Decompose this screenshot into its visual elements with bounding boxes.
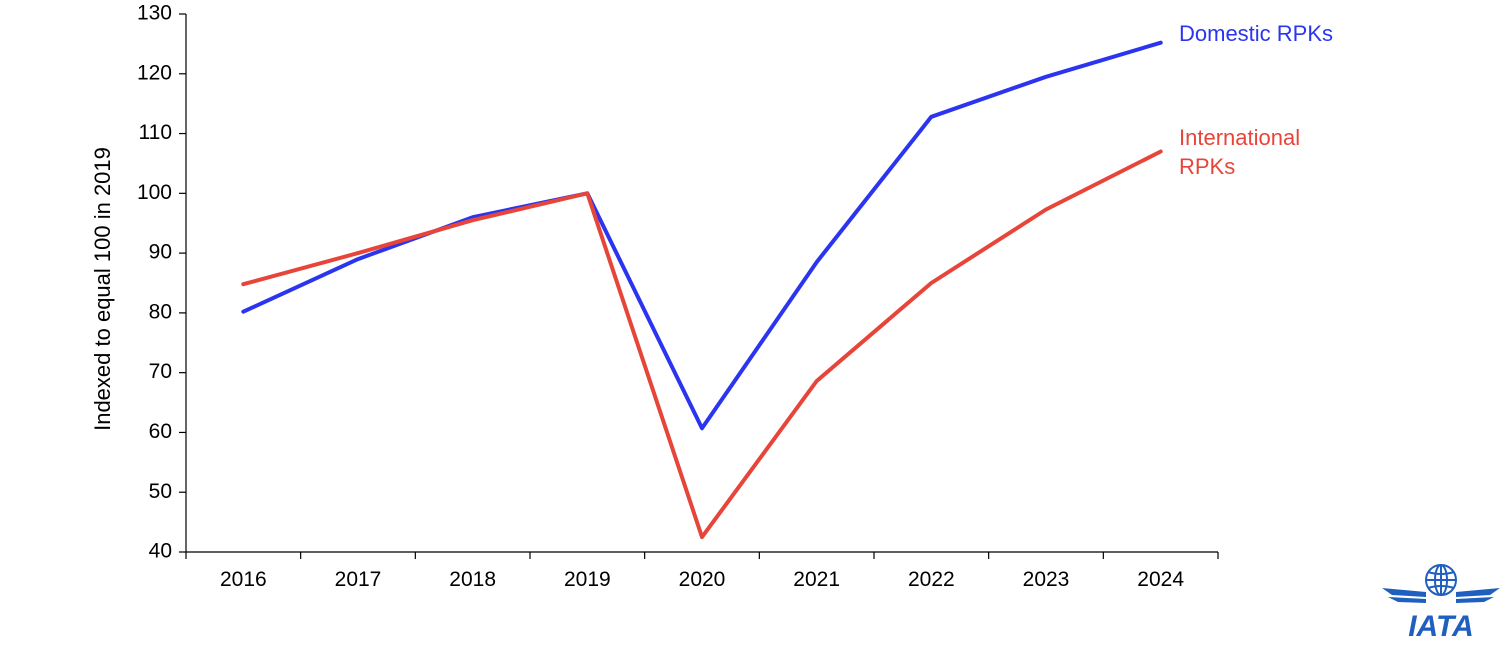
series-line-1 (241, 149, 1163, 540)
series-layer: Domestic RPKs International RPKs (241, 21, 1333, 540)
x-tick-label: 2016 (220, 568, 267, 591)
wings-icon (1382, 588, 1500, 603)
logo-text: IATA (1408, 610, 1474, 642)
y-tick-label: 120 (137, 61, 172, 84)
y-tick-label: 70 (149, 360, 172, 383)
x-tick-label: 2024 (1137, 568, 1184, 591)
iata-logo: IATA (1382, 564, 1500, 642)
x-axis: 2016 2017 2018 2019 2020 2021 2022 2023 2024 (185, 551, 1219, 591)
x-tick-label: 2022 (908, 568, 955, 591)
y-tick-label: 40 (149, 540, 172, 563)
y-tick-label: 110 (139, 121, 172, 144)
x-tick-label: 2019 (564, 568, 611, 591)
x-tick-label: 2018 (449, 568, 496, 591)
series-label-1: International RPKs (1179, 125, 1300, 179)
x-tick-label: 2023 (1023, 568, 1070, 591)
y-tick-label: 100 (137, 181, 172, 204)
y-tick-label: 90 (149, 241, 172, 264)
y-tick-label: 80 (149, 300, 172, 323)
series-label-line: Domestic RPKs (1179, 21, 1333, 46)
series-label-line: RPKs (1179, 154, 1235, 179)
y-tick-label: 60 (149, 420, 172, 443)
y-axis-title: Indexed to equal 100 in 2019 (90, 147, 115, 431)
y-tick-label: 130 (137, 2, 172, 25)
series-line-0 (241, 40, 1163, 431)
series-label-line: International (1179, 125, 1300, 150)
y-axis: 40 50 60 70 80 90 100 110 120 130 (137, 2, 187, 563)
globe-icon (1425, 564, 1457, 596)
y-tick-label: 50 (149, 480, 172, 503)
x-tick-label: 2021 (793, 568, 840, 591)
x-tick-label: 2020 (679, 568, 726, 591)
x-tick-label: 2017 (335, 568, 382, 591)
series-label-0: Domestic RPKs (1179, 21, 1333, 46)
